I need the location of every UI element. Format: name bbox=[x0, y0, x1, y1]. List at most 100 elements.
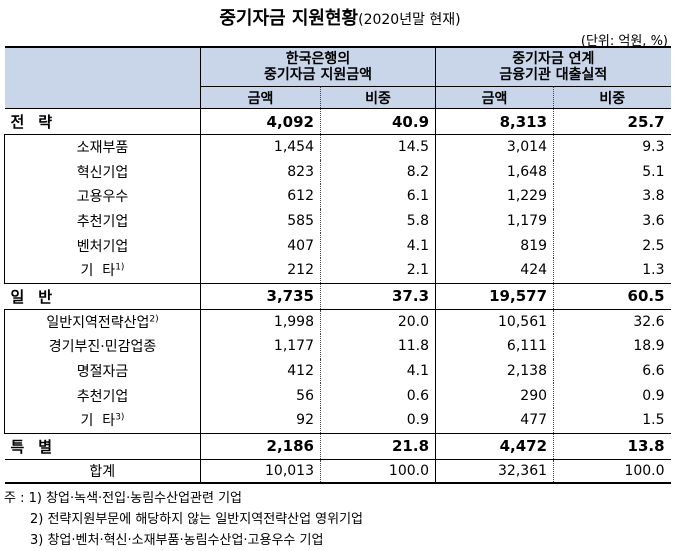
loan-amount-cell: 1,229 bbox=[435, 184, 554, 209]
row-label: 기 타1) bbox=[4, 257, 201, 284]
loan-amount-cell: 32,361 bbox=[435, 458, 554, 484]
bok-amount-cell: 585 bbox=[200, 208, 321, 234]
row-label-text: 혁신기업 bbox=[76, 164, 129, 181]
row-label: 추천기업 bbox=[4, 383, 201, 408]
loan-amount-cell: 2,138 bbox=[435, 358, 554, 384]
category-row: 전략 4,092 40.9 8,313 25.7 bbox=[4, 108, 671, 135]
table-row: 벤처기업 407 4.1 819 2.5 bbox=[4, 233, 671, 258]
loan-ratio-cell: 25.7 bbox=[553, 108, 671, 135]
header-ratio-2: 비중 bbox=[553, 86, 671, 109]
table-row: 일반지역전략산업2) 1,998 20.0 10,561 32.6 bbox=[4, 309, 671, 335]
bok-amount-cell: 1,177 bbox=[200, 334, 321, 359]
bok-amount-cell: 2,186 bbox=[200, 432, 321, 460]
loan-ratio-cell: 9.3 bbox=[553, 134, 671, 160]
bok-ratio-cell: 0.9 bbox=[319, 407, 436, 434]
table-row: 소재부품 1,454 14.5 3,014 9.3 bbox=[4, 134, 671, 160]
bok-ratio-cell: 6.1 bbox=[319, 184, 436, 209]
bok-ratio-cell: 4.1 bbox=[319, 358, 436, 384]
table-row: 경기부진·민감업종 1,177 11.8 6,111 18.9 bbox=[4, 334, 671, 359]
row-label: 혁신기업 bbox=[4, 159, 201, 185]
row-label: 특별 bbox=[4, 432, 201, 460]
footnote-ref: 2) bbox=[149, 314, 159, 325]
bok-ratio-cell: 11.8 bbox=[319, 334, 436, 359]
header-row-1: 한국은행의 중기자금 지원금액 중기자금 연계 금융기관 대출실적 bbox=[4, 47, 671, 109]
row-label-text: 고용우수 bbox=[76, 189, 129, 206]
table-row: 고용우수 612 6.1 1,229 3.8 bbox=[4, 184, 671, 209]
bok-amount-cell: 612 bbox=[200, 184, 321, 209]
header-amount-2: 금액 bbox=[435, 86, 554, 109]
bok-ratio-cell: 14.5 bbox=[319, 134, 436, 160]
bok-ratio-cell: 20.0 bbox=[319, 309, 436, 335]
loan-ratio-cell: 2.5 bbox=[553, 233, 671, 258]
bok-ratio-cell: 5.8 bbox=[319, 208, 436, 234]
bok-amount-cell: 10,013 bbox=[200, 458, 321, 484]
row-label: 합계 bbox=[4, 458, 201, 484]
row-label-text: 전략 bbox=[10, 113, 67, 131]
footnote-1: 주 : 1) 창업·녹색·전입·농림수산업관련 기업 bbox=[4, 491, 243, 506]
footnotes: 주 : 1) 창업·녹색·전입·농림수산업관련 기업 2) 전략지원부문에 해당… bbox=[4, 488, 363, 551]
bok-ratio-cell: 0.6 bbox=[319, 383, 436, 408]
loan-ratio-cell: 6.6 bbox=[553, 358, 671, 384]
table-row: 혁신기업 823 8.2 1,648 5.1 bbox=[4, 159, 671, 185]
footnote-ref: 1) bbox=[115, 262, 125, 273]
bok-amount-cell: 212 bbox=[200, 257, 321, 284]
row-label-text: 특별 bbox=[10, 437, 67, 456]
row-label-text: 일반 bbox=[10, 287, 67, 306]
title-main: 중기자금 지원현황 bbox=[219, 8, 359, 29]
bok-amount-cell: 412 bbox=[200, 358, 321, 384]
bok-amount-cell: 92 bbox=[200, 407, 321, 434]
row-label: 벤처기업 bbox=[4, 233, 201, 258]
footnote-2: 2) 전략지원부문에 해당하지 않는 일반지역전략산업 영위기업 bbox=[30, 512, 364, 527]
table-row: 기 타1) 212 2.1 424 1.3 bbox=[4, 257, 671, 284]
loan-ratio-cell: 1.3 bbox=[553, 257, 671, 284]
loan-amount-cell: 424 bbox=[435, 257, 554, 284]
bok-amount-cell: 56 bbox=[200, 383, 321, 408]
loan-amount-cell: 3,014 bbox=[435, 134, 554, 160]
row-label: 명절자금 bbox=[4, 358, 201, 384]
header-corner bbox=[4, 47, 201, 109]
header-group-loans-line2: 금융기관 대출실적 bbox=[499, 67, 608, 83]
title-sub: (2020년말 현재) bbox=[358, 12, 461, 28]
loan-ratio-cell: 1.5 bbox=[553, 407, 671, 434]
loan-amount-cell: 6,111 bbox=[435, 334, 554, 359]
loan-amount-cell: 19,577 bbox=[435, 282, 554, 310]
row-label-text: 벤처기업 bbox=[76, 238, 129, 255]
table-row: 기 타3) 92 0.9 477 1.5 bbox=[4, 407, 671, 434]
row-label-text: 명절자금 bbox=[76, 364, 129, 381]
loan-ratio-cell: 0.9 bbox=[553, 383, 671, 408]
bok-ratio-cell: 37.3 bbox=[319, 282, 436, 310]
unit-label: (단위: 억원, %) bbox=[580, 34, 668, 49]
bok-ratio-cell: 21.8 bbox=[319, 432, 436, 460]
row-label: 경기부진·민감업종 bbox=[4, 334, 201, 359]
loan-ratio-cell: 3.6 bbox=[553, 208, 671, 234]
bok-ratio-cell: 4.1 bbox=[319, 233, 436, 258]
table-row: 추천기업 585 5.8 1,179 3.6 bbox=[4, 208, 671, 234]
loan-ratio-cell: 13.8 bbox=[553, 432, 671, 460]
row-label-text: 추천기업 bbox=[76, 214, 129, 231]
loan-amount-cell: 10,561 bbox=[435, 309, 554, 335]
loan-amount-cell: 8,313 bbox=[435, 108, 554, 135]
row-label: 일반 bbox=[4, 282, 201, 310]
row-label: 고용우수 bbox=[4, 184, 201, 209]
loan-amount-cell: 4,472 bbox=[435, 432, 554, 460]
row-label-text: 일반지역전략산업 bbox=[46, 314, 150, 331]
bok-amount-cell: 4,092 bbox=[200, 108, 321, 135]
footnote-ref: 3) bbox=[115, 412, 125, 423]
bok-ratio-cell: 40.9 bbox=[319, 108, 436, 135]
header-group-bok-line2: 중기자금 지원금액 bbox=[264, 67, 372, 83]
category-row: 특별 2,186 21.8 4,472 13.8 bbox=[4, 432, 671, 460]
loan-ratio-cell: 3.8 bbox=[553, 184, 671, 209]
loan-amount-cell: 1,648 bbox=[435, 159, 554, 185]
bok-amount-cell: 3,735 bbox=[200, 282, 321, 310]
row-label-text: 소재부품 bbox=[76, 140, 129, 157]
loan-ratio-cell: 100.0 bbox=[553, 458, 671, 484]
row-label-text: 추천기업 bbox=[76, 388, 129, 405]
row-label: 일반지역전략산업2) bbox=[4, 309, 201, 335]
header-row-2: 금액 비중 금액 비중 bbox=[4, 86, 671, 109]
loan-amount-cell: 290 bbox=[435, 383, 554, 408]
header-group-loans-line1: 중기자금 연계 bbox=[512, 51, 595, 67]
table-row: 추천기업 56 0.6 290 0.9 bbox=[4, 383, 671, 408]
row-label: 소재부품 bbox=[4, 134, 201, 160]
funding-table: 한국은행의 중기자금 지원금액 중기자금 연계 금융기관 대출실적 금액 비중 … bbox=[4, 46, 671, 484]
header-group-loans: 중기자금 연계 금융기관 대출실적 bbox=[435, 47, 671, 87]
